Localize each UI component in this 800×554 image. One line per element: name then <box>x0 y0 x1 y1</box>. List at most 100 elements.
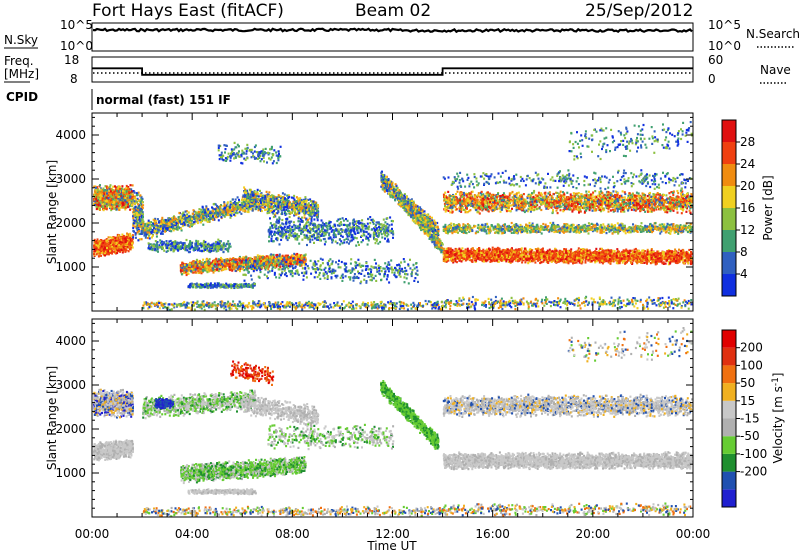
echo-point <box>100 189 102 191</box>
echo-point <box>191 246 193 248</box>
echo-point <box>230 269 232 271</box>
echo-point <box>165 225 167 227</box>
echo-point <box>245 256 247 258</box>
echo-point <box>97 196 99 198</box>
freq-label: Freq. <box>4 54 34 68</box>
echo-point <box>99 198 101 200</box>
echo-point <box>161 246 163 248</box>
echo-point <box>305 254 307 256</box>
echo-point <box>172 225 174 227</box>
echo-point <box>166 245 168 247</box>
station-title: Fort Hays East (fitACF) <box>92 1 284 21</box>
echo-point <box>170 249 172 251</box>
echo-point <box>118 207 120 209</box>
echo-point <box>116 252 118 254</box>
echo-point <box>186 239 188 241</box>
echo-point <box>247 286 249 288</box>
echo-point <box>242 268 244 270</box>
echo-point <box>186 221 188 223</box>
echo-point <box>146 231 148 233</box>
echo-point <box>202 266 204 268</box>
echo-point <box>254 283 256 285</box>
echo-point <box>218 247 220 249</box>
echo-point <box>215 212 217 214</box>
nsky-tick-high: 10^5 <box>60 18 93 32</box>
echo-point <box>130 188 132 190</box>
echo-point <box>105 240 107 242</box>
echo-point <box>173 229 175 231</box>
echo-point <box>228 243 230 245</box>
echo-point <box>162 233 164 235</box>
echo-point <box>178 242 180 244</box>
nsearch-tick-low: 10^0 <box>708 39 741 53</box>
echo-point <box>227 201 229 203</box>
echo-point <box>229 258 231 260</box>
echo-point <box>193 221 195 223</box>
echo-point <box>142 204 144 206</box>
echo-point <box>232 198 234 200</box>
echo-point <box>110 236 112 238</box>
echo-point <box>135 199 137 201</box>
echo-point <box>148 242 150 244</box>
echo-point <box>106 200 108 202</box>
echo-point <box>112 186 114 188</box>
echo-point <box>198 211 200 213</box>
echo-point <box>125 241 127 243</box>
echo-point <box>238 262 240 264</box>
nsky-tick-low: 10^0 <box>60 39 93 53</box>
echo-point <box>251 261 253 263</box>
echo-point <box>106 205 108 207</box>
echo-point <box>288 256 290 258</box>
echo-point <box>111 208 113 210</box>
echo-point <box>106 247 108 249</box>
echo-point <box>132 246 134 248</box>
echo-point <box>205 244 207 246</box>
echo-point <box>163 225 165 227</box>
echo-point <box>95 198 97 200</box>
echo-point <box>207 283 209 285</box>
echo-point <box>196 212 198 214</box>
echo-point <box>153 245 155 247</box>
echo-point <box>224 248 226 250</box>
echo-point <box>292 255 294 257</box>
echo-point <box>113 248 115 250</box>
echo-point <box>125 239 127 241</box>
echo-point <box>99 208 101 210</box>
echo-point <box>116 208 118 210</box>
cpid-label: CPID <box>6 90 38 104</box>
echo-point <box>95 244 97 246</box>
echo-point <box>180 223 182 225</box>
echo-point <box>317 206 319 208</box>
echo-point <box>264 209 266 211</box>
echo-point <box>180 270 182 272</box>
echo-point <box>241 199 243 201</box>
echo-point <box>142 216 144 218</box>
echo-point <box>269 256 271 258</box>
echo-point <box>181 273 183 275</box>
echo-point <box>198 215 200 217</box>
echo-point <box>108 197 110 199</box>
echo-point <box>229 206 231 208</box>
echo-point <box>102 197 104 199</box>
echo-point <box>136 214 138 216</box>
echo-point <box>135 237 137 239</box>
echo-point <box>143 221 145 223</box>
echo-point <box>184 264 186 266</box>
echo-point <box>121 185 123 187</box>
echo-point <box>167 227 169 229</box>
echo-point <box>135 223 137 225</box>
echo-point <box>285 213 287 215</box>
echo-point <box>225 268 227 270</box>
echo-point <box>260 260 262 262</box>
echo-point <box>166 247 168 249</box>
echo-point <box>235 261 237 263</box>
echo-point <box>124 199 126 201</box>
echo-point <box>266 255 268 257</box>
freq-tick-low: 8 <box>70 72 78 86</box>
echo-point <box>161 244 163 246</box>
echo-point <box>98 204 100 206</box>
echo-point <box>135 220 137 222</box>
echo-point <box>170 230 172 232</box>
echo-point <box>286 195 288 197</box>
echo-point <box>199 286 201 288</box>
